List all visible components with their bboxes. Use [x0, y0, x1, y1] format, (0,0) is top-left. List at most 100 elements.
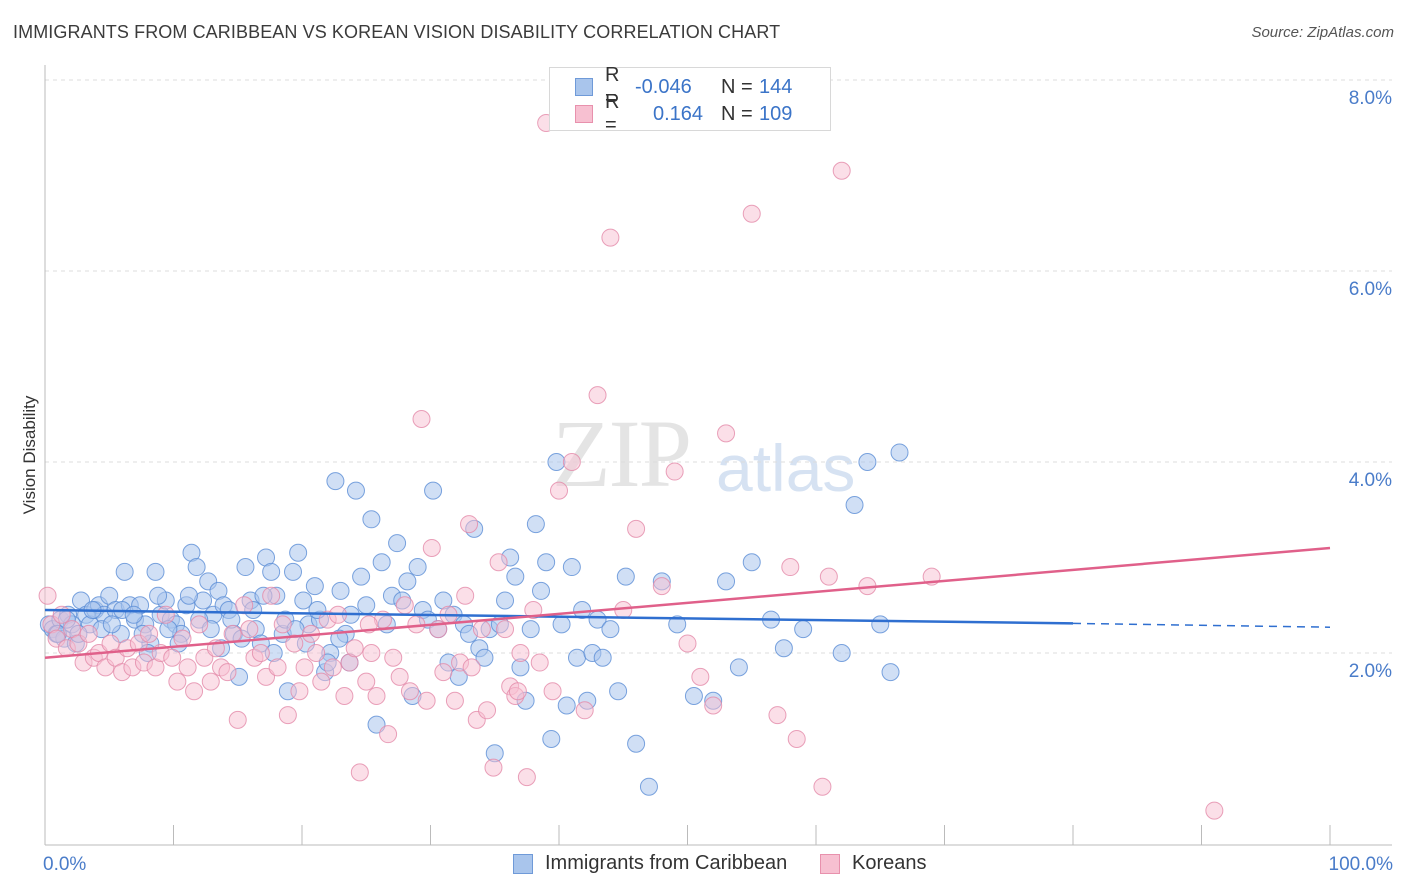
data-point-korean: [678, 634, 697, 653]
data-point-korean: [478, 701, 497, 720]
data-point-caribbean: [567, 648, 586, 667]
data-point-korean: [627, 519, 646, 538]
data-point-caribbean: [289, 543, 308, 562]
data-point-korean: [787, 729, 806, 748]
legend-r-label: R =: [605, 91, 620, 136]
axes: [44, 65, 1392, 846]
data-point-caribbean: [729, 658, 748, 677]
data-point-korean: [517, 768, 536, 787]
data-point-caribbean: [352, 567, 371, 586]
trend-lines: [44, 546, 1331, 660]
bottom-legend-label-koreans: Koreans: [852, 852, 927, 874]
correlation-legend: R = -0.046 N = 144 R = 0.164 N = 109: [549, 64, 831, 136]
data-point-korean: [52, 605, 71, 624]
data-point-korean: [511, 644, 530, 662]
data-point-korean: [273, 615, 292, 634]
legend-n-value: 109: [759, 102, 793, 125]
data-point-korean: [323, 658, 342, 677]
data-point-korean: [357, 672, 376, 691]
data-point-korean: [412, 410, 431, 429]
data-point-caribbean: [717, 572, 736, 591]
data-point-korean: [395, 596, 414, 615]
legend-n-label: N =: [721, 102, 753, 125]
data-point-caribbean: [547, 453, 566, 471]
data-point-korean: [562, 453, 581, 471]
data-point-caribbean: [774, 639, 793, 658]
data-point-korean: [278, 706, 297, 725]
y-tick-label: 2.0%: [1349, 661, 1392, 682]
data-point-korean: [190, 615, 209, 634]
data-point-korean: [508, 682, 527, 701]
legend-r-label: R =: [605, 64, 620, 109]
data-point-caribbean: [398, 572, 417, 591]
data-point-korean: [665, 462, 684, 481]
y-tick-label: 6.0%: [1349, 279, 1392, 300]
bottom-legend-label-caribbean: Immigrants from Caribbean: [545, 852, 788, 874]
data-point-korean: [652, 577, 671, 596]
data-point-caribbean: [537, 553, 556, 572]
data-point-caribbean: [890, 443, 909, 462]
data-point-caribbean: [601, 620, 620, 639]
watermark-atlas: atlas: [716, 431, 856, 505]
data-point-korean: [290, 682, 309, 701]
y-axis-label: Vision Disability: [20, 395, 39, 514]
data-point-korean: [530, 653, 549, 672]
data-point-korean: [588, 386, 607, 405]
bottom-legend-koreans: Koreans: [820, 852, 927, 875]
data-point-caribbean: [367, 715, 386, 734]
data-point-caribbean: [149, 586, 168, 605]
data-point-caribbean: [236, 558, 255, 577]
data-point-korean: [223, 624, 242, 643]
data-point-caribbean: [593, 648, 612, 667]
data-point-caribbean: [562, 558, 581, 577]
data-point-caribbean: [521, 620, 540, 639]
data-point-caribbean: [496, 591, 515, 610]
data-point-korean: [543, 682, 562, 701]
data-point-caribbean: [542, 729, 561, 748]
trend-line-caribbean: [44, 608, 1074, 625]
data-point-caribbean: [858, 453, 877, 471]
data-point-korean: [422, 538, 441, 557]
data-point-korean: [79, 624, 98, 643]
data-point-caribbean: [372, 553, 391, 572]
watermark-zip: ZIP: [552, 400, 692, 507]
data-point-caribbean: [179, 586, 198, 605]
data-point-caribbean: [294, 591, 313, 610]
legend-swatch-caribbean: [575, 78, 593, 96]
data-point-caribbean: [616, 567, 635, 586]
data-point-korean: [460, 515, 479, 534]
data-point-caribbean: [357, 596, 376, 615]
legend-swatch-koreans: [575, 105, 593, 123]
data-point-korean: [832, 161, 851, 180]
data-point-korean: [704, 696, 723, 715]
data-point-korean: [390, 667, 409, 686]
data-point-korean: [335, 686, 354, 705]
x-tick-label: 100.0%: [1329, 854, 1394, 875]
data-point-korean: [1205, 801, 1224, 820]
data-point-korean: [384, 648, 403, 667]
data-point-caribbean: [794, 620, 813, 639]
data-point-korean: [268, 658, 287, 677]
data-point-caribbean: [627, 734, 646, 753]
data-point-korean: [379, 725, 398, 744]
data-point-korean: [285, 634, 304, 653]
data-point-caribbean: [639, 777, 658, 796]
data-point-korean: [228, 710, 247, 729]
data-point-caribbean: [532, 581, 551, 600]
data-point-korean: [262, 586, 281, 605]
data-point-korean: [240, 620, 259, 639]
data-point-caribbean: [102, 615, 121, 634]
data-point-caribbean: [187, 558, 206, 577]
data-point-korean: [140, 624, 159, 643]
data-point-caribbean: [262, 562, 281, 581]
data-point-korean: [350, 763, 369, 782]
data-point-caribbean: [115, 562, 134, 581]
data-point-caribbean: [475, 648, 494, 667]
data-point-korean: [218, 663, 237, 682]
tick-labels: 2.0% 4.0% 6.0% 8.0% 0.0% 100.0%: [43, 88, 1393, 875]
data-point-caribbean: [871, 615, 890, 634]
data-point-korean: [496, 620, 515, 639]
data-point-caribbean: [506, 567, 525, 586]
data-point-caribbean: [684, 686, 703, 705]
legend-r-value: 0.164: [653, 102, 704, 125]
